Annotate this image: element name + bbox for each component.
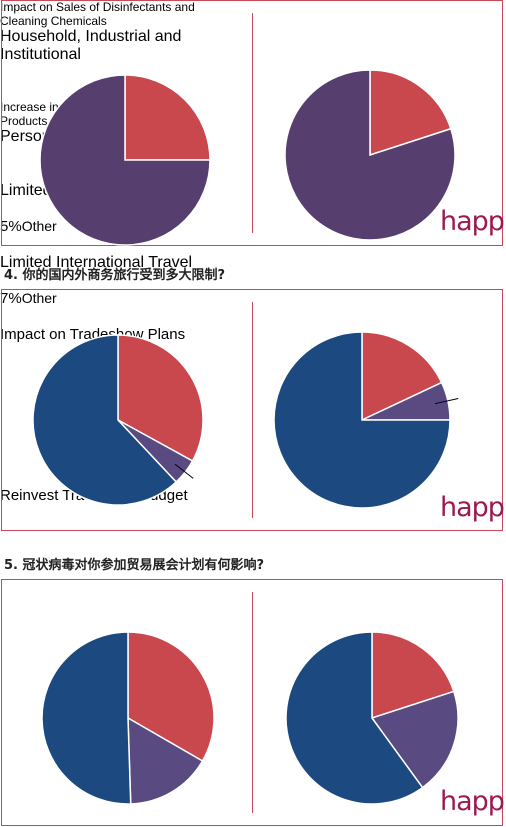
slice-label: 20%Will shift money to future tradeshows: [0, 504, 90, 558]
slice-label: 20%Will shift money to internal operatio…: [0, 558, 90, 612]
category-label: Other: [21, 218, 57, 234]
pie-slice: [39, 74, 211, 246]
category-label: Canceled plans to attend a show: [0, 348, 69, 394]
slice-label: 75%Yes: [0, 308, 60, 326]
chart-title: Limited International Travel: [0, 254, 193, 271]
panel-box: [1, 0, 503, 246]
value-label: 80%: [0, 164, 31, 181]
category-label: Other: [21, 290, 57, 306]
value-label: 25%: [0, 64, 31, 81]
category-label: No: [30, 64, 48, 80]
logo: happi: [440, 206, 506, 237]
panel-box: [1, 579, 503, 826]
slice-label: 5%Other: [0, 218, 60, 236]
pie-slice: [370, 690, 459, 789]
value-label: 75%: [0, 308, 31, 325]
pie-slice: [117, 334, 204, 462]
slice-label: 7%Other: [0, 290, 60, 308]
value-label: 16%: [0, 397, 31, 414]
category-label: Will shift money to internal operations: [0, 563, 70, 609]
slice-label: 62%Yes: [0, 236, 60, 254]
panel-box: [1, 289, 503, 531]
pie-slice: [127, 716, 204, 805]
value-label: 18%: [0, 272, 31, 289]
value-label: 5%: [0, 218, 22, 235]
category-label: Yes: [30, 308, 53, 324]
value-label: 75%: [0, 82, 31, 99]
category-label: No: [30, 200, 48, 216]
value-label: 20%: [0, 146, 31, 163]
slice-label: 33%No: [0, 200, 60, 218]
pie-slice: [371, 631, 455, 720]
category-label: Yes: [30, 82, 53, 98]
slice-label: 75%Yes: [0, 82, 60, 100]
pie-slice: [361, 331, 443, 422]
section-heading: 5. 冠状病毒对你参加贸易展会计划有何影响?: [4, 558, 265, 573]
value-label: 33%: [0, 343, 31, 360]
value-label: 20%: [0, 504, 31, 521]
value-label: 62%: [0, 236, 31, 253]
leader-line: [434, 398, 459, 405]
logo: happi: [440, 492, 506, 523]
divider: [252, 592, 253, 813]
pie-slice: [285, 631, 424, 805]
value-label: 33%: [0, 200, 31, 217]
pie-slice: [32, 334, 178, 506]
value-label: 7%: [0, 290, 22, 307]
section-heading: 4. 你的国内外商务旅行受到多大限制?: [4, 268, 226, 283]
category-label: Yes: [30, 236, 53, 252]
chart-title: Impact on Sales of Disinfectants and Cle…: [0, 0, 195, 28]
leader-line: [174, 463, 194, 479]
pie-slice: [369, 69, 452, 157]
divider: [252, 302, 253, 518]
chart-subtitle: Household, Industrial and Institutional: [0, 28, 182, 63]
slice-label: 60%Will not reinvest funds allocated to …: [0, 612, 90, 684]
pie-slice: [284, 69, 456, 241]
pie-slice: [41, 631, 132, 805]
slice-label: 25%No: [0, 64, 60, 82]
category-label: Will not reinvest funds allocated to tra…: [0, 617, 60, 681]
pie-slice: [273, 331, 451, 509]
slice-label: 18%No: [0, 272, 60, 290]
pie-slice: [127, 631, 215, 763]
slice-label: 33%Canceled plans to attend a show: [0, 343, 80, 397]
category-label: Will shift money to future tradeshows: [0, 509, 64, 555]
value-label: 60%: [0, 612, 31, 629]
value-label: 20%: [0, 558, 31, 575]
pie-slice: [124, 74, 211, 161]
category-label: No: [30, 272, 48, 288]
value-label: 50%: [0, 451, 31, 468]
divider: [252, 13, 253, 233]
logo: happi: [440, 786, 506, 817]
